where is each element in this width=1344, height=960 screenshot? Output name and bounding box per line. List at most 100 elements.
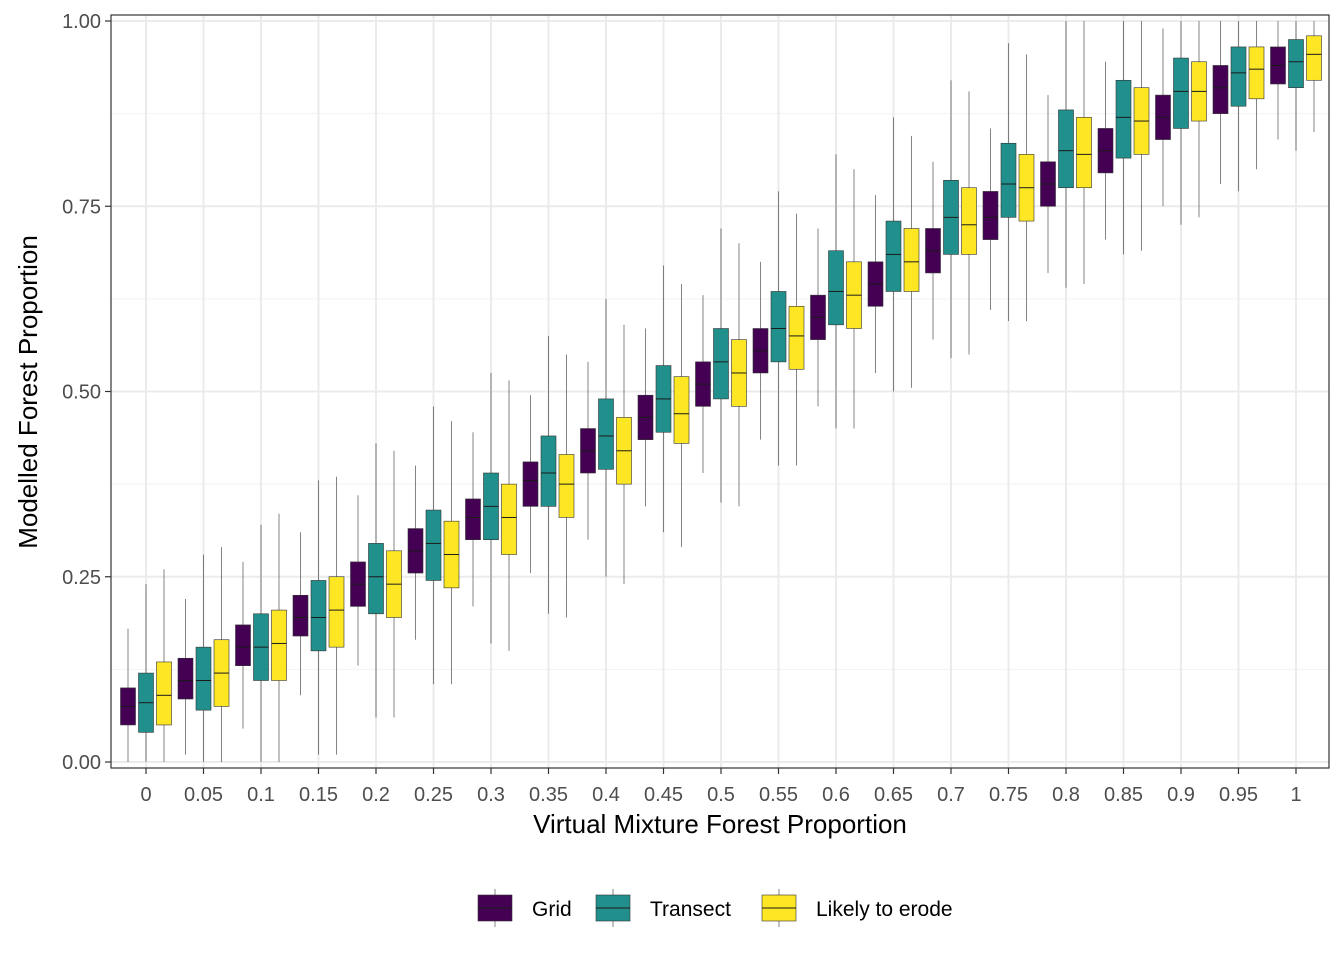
x-tick-label: 0.55: [759, 784, 798, 806]
box-body: [501, 483, 517, 555]
x-tick-label: 0.95: [1219, 784, 1258, 806]
box-body: [903, 228, 920, 292]
x-tick-label: 0.1: [247, 784, 275, 806]
x-axis: 0 0.05 0.1 0.15 0.2 0.25 0.3 0.35 0.4 0.45 0.5 0.55…: [140, 768, 1302, 806]
box-2-2: [271, 513, 287, 762]
box-1-10: [713, 228, 729, 503]
box-0-7: [522, 395, 539, 574]
box-body: [1212, 65, 1229, 114]
box-0-9: [637, 328, 654, 507]
box-1-1: [195, 554, 212, 762]
box-0-2: [235, 561, 251, 729]
x-tick-label: 1: [1290, 784, 1301, 806]
box-1-2: [253, 524, 269, 762]
box-2-1: [213, 547, 230, 762]
box-0-4: [350, 495, 366, 666]
x-tick-label: 0.45: [644, 784, 683, 806]
legend-label: Transect: [650, 898, 731, 921]
legend-item-1: Transect: [595, 889, 731, 927]
box-body: [368, 543, 384, 615]
box-2-5: [443, 421, 460, 685]
box-1-16: [1058, 21, 1074, 288]
box-2-18: [1191, 21, 1207, 218]
box-2-13: [903, 135, 920, 388]
box-2-16: [1076, 21, 1092, 285]
legend-label: Grid: [532, 898, 572, 921]
box-2-14: [961, 91, 977, 355]
box-0-14: [925, 161, 941, 340]
y-tick-label: 0.00: [62, 752, 101, 774]
box-0-17: [1097, 61, 1114, 240]
box-body: [1000, 142, 1017, 218]
box-2-4: [386, 450, 402, 718]
box-0-10: [695, 295, 711, 474]
box-2-3: [328, 476, 345, 755]
x-tick-label: 0.6: [822, 784, 850, 806]
x-tick-label: 0: [140, 784, 151, 806]
box-body: [1248, 46, 1265, 100]
box-1-12: [828, 154, 844, 429]
box-1-17: [1115, 21, 1132, 255]
box-0-8: [580, 361, 596, 540]
x-tick-label: 0.25: [414, 784, 453, 806]
box-body: [673, 376, 690, 444]
box-1-6: [483, 372, 499, 644]
box-body: [1058, 109, 1074, 189]
x-tick-label: 0.3: [477, 784, 505, 806]
box-0-15: [982, 128, 999, 310]
box-body: [465, 498, 481, 541]
box-2-12: [846, 169, 862, 429]
box-0-11: [752, 261, 769, 440]
box-1-0: [138, 584, 154, 762]
box-body: [1288, 39, 1304, 88]
box-1-8: [598, 298, 614, 577]
box-body: [156, 661, 172, 726]
box-0-3: [292, 532, 309, 696]
x-tick-label: 0.8: [1052, 784, 1080, 806]
box-1-18: [1173, 21, 1189, 225]
x-tick-label: 0.75: [989, 784, 1028, 806]
box-body: [558, 454, 575, 518]
y-tick-label: 0.75: [62, 196, 101, 218]
x-tick-label: 0.5: [707, 784, 735, 806]
box-body: [1230, 46, 1247, 107]
box-body: [1306, 35, 1322, 81]
box-1-19: [1230, 21, 1247, 192]
box-0-12: [810, 228, 826, 407]
box-1-9: [655, 265, 672, 533]
box-body: [540, 435, 557, 507]
box-2-11: [788, 213, 805, 466]
box-body: [271, 609, 287, 681]
y-axis-title: Modelled Forest Proportion: [13, 235, 43, 549]
box-2-0: [156, 569, 172, 762]
box-1-13: [885, 117, 902, 392]
box-body: [788, 305, 805, 370]
box-2-9: [673, 284, 690, 548]
box-0-16: [1040, 95, 1056, 273]
box-1-14: [943, 80, 959, 359]
box-body: [982, 191, 999, 240]
box-2-6: [501, 380, 517, 651]
legend-label: Likely to erode: [816, 898, 953, 921]
box-2-7: [558, 354, 575, 618]
box-0-13: [867, 195, 884, 373]
x-tick-label: 0.35: [529, 784, 568, 806]
box-body: [598, 398, 614, 470]
box-body: [522, 461, 539, 507]
box-body: [1173, 57, 1189, 129]
x-tick-label: 0.2: [362, 784, 390, 806]
box-2-19: [1248, 21, 1265, 170]
y-tick-label: 0.25: [62, 567, 101, 589]
box-body: [310, 580, 327, 652]
box-1-20: [1288, 21, 1304, 151]
y-tick-label: 1.00: [62, 11, 101, 33]
box-body: [885, 220, 902, 292]
plot-area: [120, 21, 1322, 762]
legend: Grid Transect Likely to erode: [477, 889, 953, 927]
box-0-18: [1155, 28, 1171, 207]
box-body: [425, 509, 442, 581]
x-tick-label: 0.05: [184, 784, 223, 806]
box-body: [292, 594, 309, 637]
box-body: [1076, 117, 1092, 189]
